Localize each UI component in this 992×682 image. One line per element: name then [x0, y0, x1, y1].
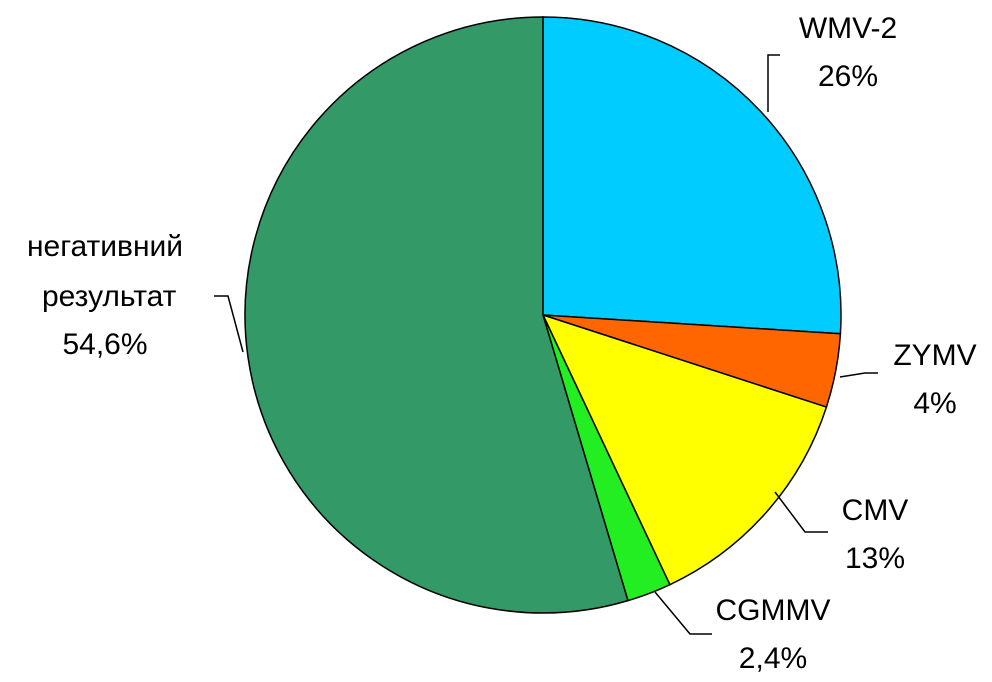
pie-slice	[244, 16, 629, 614]
slice-value-label: 26%	[818, 60, 878, 93]
pie-slice	[541, 313, 828, 586]
slice-value-label: 4%	[913, 387, 956, 420]
leader-line	[767, 54, 780, 112]
slice-label: CGMMV	[716, 594, 831, 627]
slice-value-label: 54,6%	[62, 328, 147, 361]
leader-line	[839, 372, 878, 378]
slice-value-label: 13%	[845, 542, 905, 575]
leader-line	[214, 295, 244, 353]
leader-line	[654, 591, 712, 635]
slice-label: WMV-2	[799, 12, 897, 45]
slice-label: негативний результат	[27, 230, 183, 313]
slice-label: ZYMV	[893, 339, 976, 372]
leader-line	[774, 491, 828, 533]
slice-value-label: 2,4%	[739, 642, 807, 675]
slice-label: CMV	[842, 494, 909, 527]
pie-slice	[542, 16, 842, 335]
